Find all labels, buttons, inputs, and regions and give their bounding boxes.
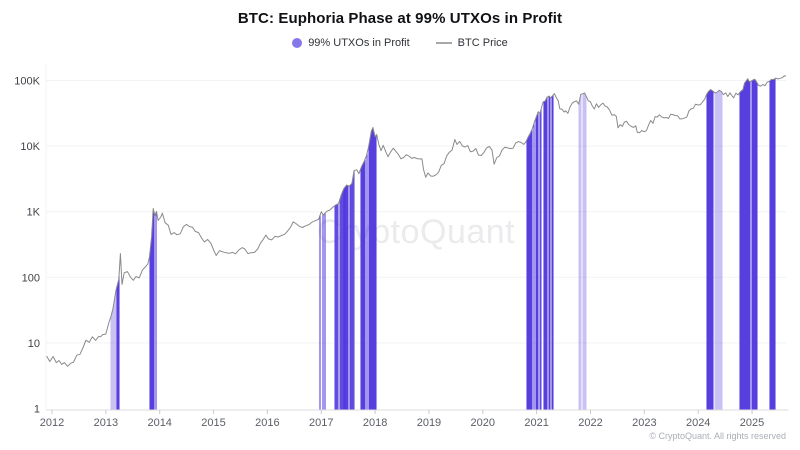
svg-text:1: 1 — [34, 404, 40, 416]
svg-text:2015: 2015 — [201, 417, 225, 429]
svg-text:2018: 2018 — [363, 417, 387, 429]
copyright-note: © CryptoQuant. All rights reserved — [649, 431, 786, 441]
svg-text:2016: 2016 — [255, 417, 279, 429]
chart-title: BTC: Euphoria Phase at 99% UTXOs in Prof… — [237, 10, 563, 27]
svg-text:2021: 2021 — [524, 417, 548, 429]
utxo-series-swatch-icon — [292, 38, 303, 48]
svg-text:100: 100 — [22, 272, 40, 284]
svg-text:100K: 100K — [14, 76, 40, 88]
svg-text:2017: 2017 — [309, 417, 333, 429]
svg-text:2012: 2012 — [40, 417, 64, 429]
legend-item-utxo[interactable]: 99% UTXOs in Profit — [292, 37, 410, 49]
svg-text:2019: 2019 — [417, 417, 441, 429]
svg-text:2013: 2013 — [94, 417, 118, 429]
svg-text:2014: 2014 — [147, 417, 171, 429]
svg-text:10: 10 — [28, 338, 40, 350]
price-series-swatch-icon — [435, 42, 452, 44]
svg-text:2024: 2024 — [686, 417, 710, 429]
svg-text:2022: 2022 — [578, 417, 602, 429]
svg-text:1K: 1K — [27, 207, 41, 219]
svg-text:2020: 2020 — [471, 417, 495, 429]
price-series-label: BTC Price — [457, 37, 508, 49]
svg-text:2023: 2023 — [632, 417, 656, 429]
svg-text:2025: 2025 — [740, 417, 764, 429]
legend-item-price[interactable]: BTC Price — [435, 37, 508, 49]
utxo-series-label: 99% UTXOs in Profit — [308, 37, 410, 49]
chart-legend: 99% UTXOs in Profit BTC Price — [0, 37, 800, 49]
svg-text:10K: 10K — [20, 141, 40, 153]
